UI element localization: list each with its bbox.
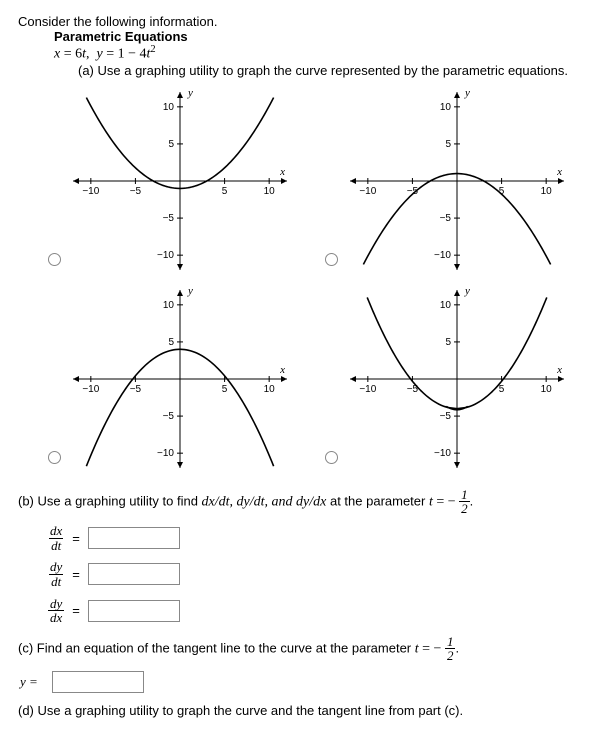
equals: = <box>72 603 80 618</box>
svg-text:−10: −10 <box>157 448 174 459</box>
part-b-text: (b) Use a graphing utility to find dx/dt… <box>18 488 572 516</box>
radio-icon[interactable] <box>48 451 61 464</box>
svg-text:−10: −10 <box>157 250 174 261</box>
param-heading: Parametric Equations <box>54 29 572 44</box>
option-3[interactable]: −10−5510−10−5510xy <box>48 284 295 474</box>
option-4[interactable]: −10−5510−10−5510xy <box>325 284 572 474</box>
equals: = <box>72 531 80 546</box>
svg-text:10: 10 <box>440 101 452 112</box>
dxdt-row: dxdt = <box>48 524 572 552</box>
dydx-input[interactable] <box>88 600 180 622</box>
svg-text:−5: −5 <box>407 186 419 197</box>
derivative-inputs: dxdt = dydt = dydx = <box>48 524 572 625</box>
svg-text:5: 5 <box>445 337 451 348</box>
svg-text:5: 5 <box>222 186 228 197</box>
svg-text:10: 10 <box>163 101 175 112</box>
svg-text:5: 5 <box>168 337 174 348</box>
svg-text:y: y <box>464 285 470 297</box>
svg-text:−10: −10 <box>434 448 451 459</box>
svg-text:−5: −5 <box>130 384 142 395</box>
y-equals-row: y = <box>20 671 572 693</box>
svg-text:x: x <box>556 364 562 376</box>
svg-text:10: 10 <box>264 384 276 395</box>
tangent-input[interactable] <box>52 671 144 693</box>
svg-text:10: 10 <box>264 186 276 197</box>
svg-text:x: x <box>279 364 285 376</box>
svg-text:x: x <box>279 166 285 178</box>
graph-options: −10−5510−10−5510xy −10−5510−10−5510xy −1… <box>48 86 572 474</box>
svg-text:y: y <box>187 87 193 99</box>
svg-text:−10: −10 <box>359 384 376 395</box>
part-a-text: (a) Use a graphing utility to graph the … <box>78 63 572 78</box>
dydt-label: dydt <box>48 560 64 588</box>
svg-text:5: 5 <box>168 139 174 150</box>
dydx-row: dydx = <box>48 597 572 625</box>
svg-text:y: y <box>187 285 193 297</box>
svg-text:−5: −5 <box>440 411 452 422</box>
svg-text:−5: −5 <box>163 213 175 224</box>
dxdt-label: dxdt <box>48 524 64 552</box>
svg-text:−5: −5 <box>440 213 452 224</box>
y-equals-label: y = <box>20 674 38 690</box>
part-d-text: (d) Use a graphing utility to graph the … <box>18 703 572 718</box>
graph-4: −10−5510−10−5510xy <box>342 284 572 474</box>
radio-icon[interactable] <box>325 253 338 266</box>
part-c-text: (c) Find an equation of the tangent line… <box>18 635 572 663</box>
graph-1: −10−5510−10−5510xy <box>65 86 295 276</box>
dydt-row: dydt = <box>48 560 572 588</box>
graph-3: −10−5510−10−5510xy <box>65 284 295 474</box>
dydt-input[interactable] <box>88 563 180 585</box>
dxdt-input[interactable] <box>88 527 180 549</box>
svg-text:10: 10 <box>541 186 553 197</box>
svg-text:−5: −5 <box>130 186 142 197</box>
option-1[interactable]: −10−5510−10−5510xy <box>48 86 295 276</box>
svg-text:−10: −10 <box>434 250 451 261</box>
radio-icon[interactable] <box>48 253 61 266</box>
equals: = <box>72 567 80 582</box>
svg-text:−10: −10 <box>82 186 99 197</box>
svg-text:−5: −5 <box>163 411 175 422</box>
svg-text:5: 5 <box>499 384 505 395</box>
svg-text:5: 5 <box>222 384 228 395</box>
option-2[interactable]: −10−5510−10−5510xy <box>325 86 572 276</box>
svg-text:5: 5 <box>445 139 451 150</box>
svg-text:y: y <box>464 87 470 99</box>
radio-icon[interactable] <box>325 451 338 464</box>
svg-text:x: x <box>556 166 562 178</box>
graph-2: −10−5510−10−5510xy <box>342 86 572 276</box>
dydx-label: dydx <box>48 597 64 625</box>
svg-text:10: 10 <box>541 384 553 395</box>
intro-text: Consider the following information. <box>18 14 572 29</box>
svg-text:−10: −10 <box>82 384 99 395</box>
svg-text:10: 10 <box>440 299 452 310</box>
svg-text:10: 10 <box>163 299 175 310</box>
svg-text:−10: −10 <box>359 186 376 197</box>
equations: x = 6t, y = 1 − 4t2 <box>54 44 572 63</box>
